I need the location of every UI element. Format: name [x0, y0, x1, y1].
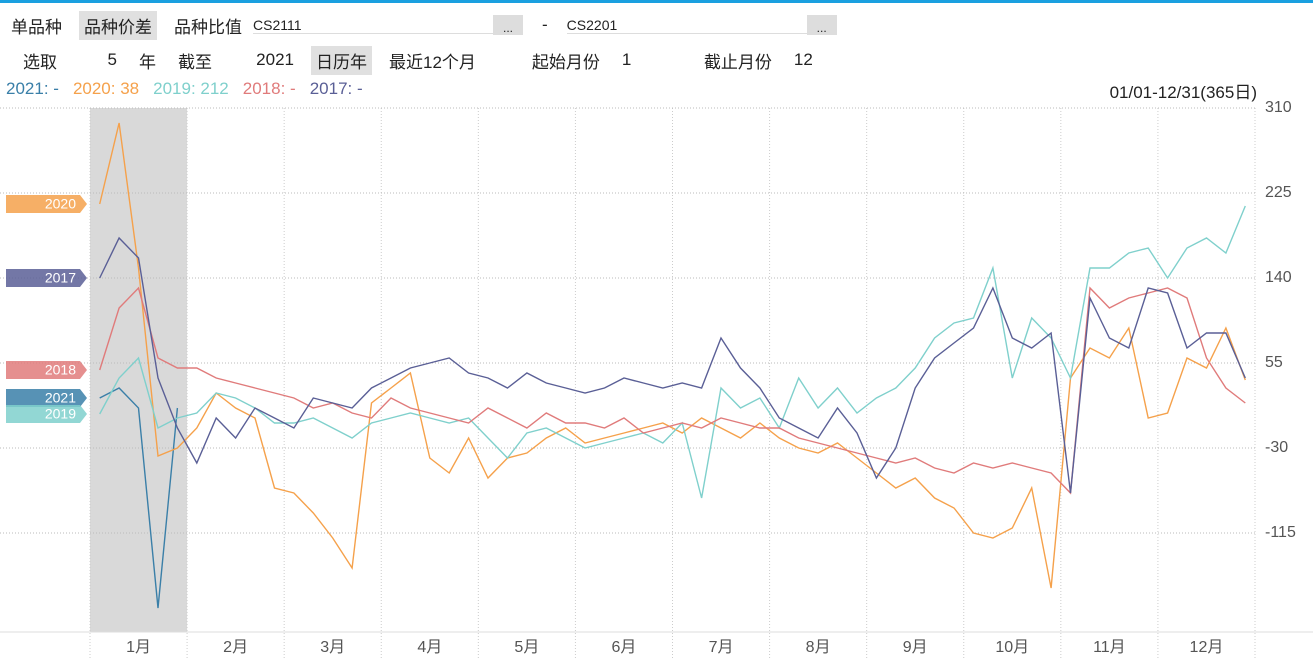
mode[interactable]: 日历年: [311, 45, 372, 75]
x-tick-label: 12月: [1190, 639, 1224, 656]
x-tick-label: 1月: [126, 639, 151, 656]
browse-button[interactable]: ...: [806, 15, 837, 35]
until-year[interactable]: 2021: [256, 50, 294, 69]
legend: 2021: - 2020: 38 2019: 212 2018: - 2017: -: [6, 75, 377, 103]
highlight-region: [90, 108, 188, 632]
series-flag: [6, 361, 87, 379]
x-tick-label: 4月: [417, 639, 442, 656]
contract2[interactable]: CS2201: [566, 17, 807, 34]
tab[interactable]: 品种价差: [79, 10, 157, 40]
x-tick-label: 2月: [223, 639, 248, 656]
series-flag-label: 2017: [45, 270, 76, 286]
pick-years[interactable]: 5: [107, 50, 117, 69]
series-flag-label: 2020: [45, 196, 76, 212]
series-flag-label: 2021: [45, 390, 76, 406]
range-label: 01/01-12/31(365日): [1109, 83, 1257, 102]
y-tick-label: -115: [1265, 524, 1296, 541]
tab[interactable]: 单品种: [11, 17, 62, 37]
x-tick-label: 9月: [903, 639, 928, 656]
y-tick-label: 225: [1265, 184, 1292, 201]
legend-entry: 2017: -: [309, 79, 363, 98]
tab[interactable]: 品种比值: [174, 17, 242, 37]
pick-label: 选取: [23, 52, 57, 72]
legend-entry: 2021: -: [6, 79, 59, 98]
x-tick-label: 7月: [709, 639, 734, 656]
start-month[interactable]: 1: [621, 50, 632, 69]
series-line: [99, 205, 1246, 499]
x-tick-label: 8月: [806, 639, 831, 656]
toolbar: 单品种 品种价差 品种比值 CS2111 ... - CS2201 ... 选取 5…: [0, 0, 1313, 103]
series-line: [99, 122, 1246, 589]
series-flag-label: 2019: [45, 406, 76, 422]
y-tick-label: -30: [1265, 439, 1288, 456]
series-line: [99, 236, 1246, 494]
series-flag: [6, 405, 87, 423]
until-label: 截至: [178, 52, 212, 72]
series-flag: [6, 195, 87, 213]
tabs: 单品种 品种价差 品种比值: [0, 10, 253, 40]
legend-entry: 2020: 38: [72, 79, 140, 98]
y-tick-label: 310: [1265, 99, 1292, 116]
x-tick-label: 11月: [1093, 639, 1126, 656]
x-tick-label: 5月: [514, 639, 539, 656]
year-unit: 年: [139, 52, 156, 72]
end-month[interactable]: 12: [793, 50, 813, 69]
y-tick-label: 55: [1265, 354, 1283, 371]
legend-entry: 2018: -: [242, 79, 296, 98]
row-1: 单品种 品种价差 品种比值 CS2111 ... - CS2201 ...: [0, 9, 837, 41]
browse-button[interactable]: ...: [493, 15, 523, 35]
end-month-label: 截止月份: [703, 52, 772, 72]
dash: -: [542, 15, 548, 34]
modes: 日历年 最近12个月: [305, 45, 487, 75]
mode[interactable]: 最近12个月: [389, 52, 476, 72]
series-line: [99, 286, 1246, 495]
start-month-label: 起始月份: [531, 52, 600, 72]
contract1[interactable]: CS2111: [253, 17, 493, 34]
x-tick-label: 3月: [320, 639, 345, 656]
series-flag: [6, 269, 87, 287]
series-flag: [6, 389, 87, 407]
x-tick-label: 6月: [612, 639, 637, 656]
legend-entry: 2019: 212: [153, 79, 229, 98]
x-tick-label: 10月: [995, 639, 1029, 656]
series-flag-label: 2018: [45, 362, 76, 378]
y-tick-label: 140: [1265, 269, 1292, 286]
row-2: 选取 5 年 截至 2021 日历年 最近12个月 起始月份 1 截止月份 12: [0, 44, 865, 76]
